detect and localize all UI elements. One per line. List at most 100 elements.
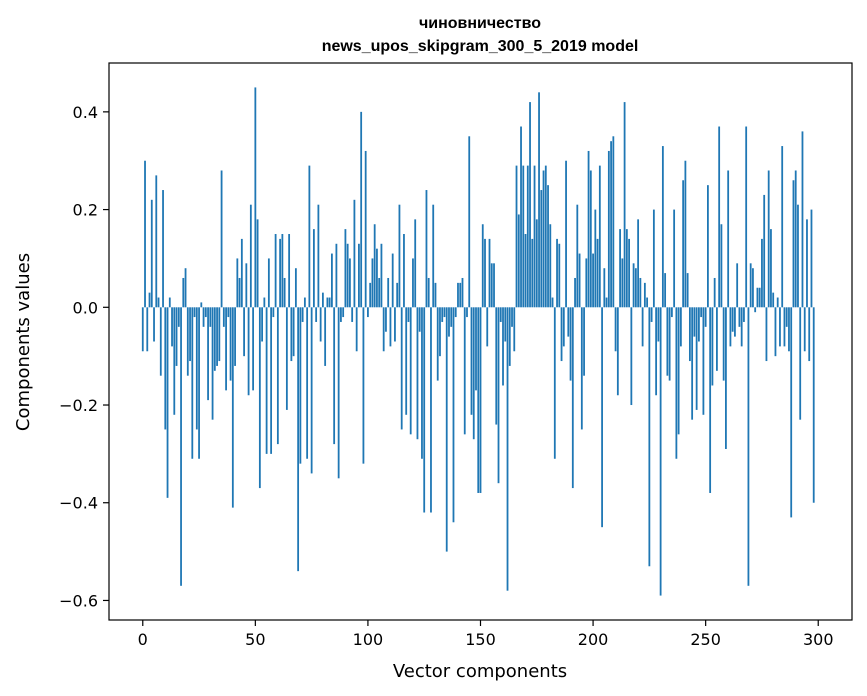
bar xyxy=(682,180,685,308)
bar xyxy=(198,307,200,459)
bar xyxy=(186,307,189,376)
bar xyxy=(740,307,743,347)
bar xyxy=(315,307,318,322)
bar xyxy=(360,111,363,308)
bar xyxy=(168,297,171,308)
bar xyxy=(596,238,599,308)
bar xyxy=(229,307,232,381)
bar xyxy=(486,307,489,347)
bar xyxy=(693,307,696,337)
bar xyxy=(670,307,673,318)
bar xyxy=(378,277,381,308)
bar xyxy=(729,307,732,347)
bar xyxy=(292,307,295,357)
bar xyxy=(301,307,304,322)
y-axis-ticks: −0.6 −0.4 −0.2 0.0 0.2 0.4 xyxy=(59,103,109,610)
bar xyxy=(567,307,570,337)
bar xyxy=(481,224,484,308)
bar xyxy=(308,165,311,308)
bar xyxy=(551,297,554,308)
bar xyxy=(303,297,306,308)
x-tick-label: 300 xyxy=(803,630,834,649)
bar xyxy=(756,287,759,308)
bar xyxy=(337,307,340,479)
bar xyxy=(790,307,793,518)
bar xyxy=(240,238,243,308)
bar xyxy=(738,307,741,327)
bar xyxy=(193,307,196,318)
bar xyxy=(432,204,435,308)
bar xyxy=(538,92,540,308)
bar xyxy=(668,307,671,381)
bar xyxy=(634,268,637,308)
bar xyxy=(799,307,802,420)
bar xyxy=(720,224,723,308)
bar xyxy=(752,268,754,308)
bar xyxy=(376,248,378,308)
bar xyxy=(418,307,421,332)
bar xyxy=(211,307,214,420)
bar xyxy=(643,282,646,308)
bar xyxy=(380,243,383,308)
bar xyxy=(515,165,518,308)
bar xyxy=(394,307,396,342)
bar xyxy=(430,307,432,513)
bar xyxy=(569,307,572,381)
chart-title: чиновничество xyxy=(419,15,541,32)
bar xyxy=(641,307,644,347)
bar xyxy=(736,263,739,308)
bar xyxy=(612,136,615,308)
bar xyxy=(673,209,676,308)
bar xyxy=(209,307,212,327)
bar xyxy=(558,243,561,308)
bar xyxy=(245,263,248,308)
bar xyxy=(734,307,736,337)
bar xyxy=(342,307,345,318)
x-tick-label: 150 xyxy=(465,630,496,649)
bar xyxy=(783,307,786,347)
bar xyxy=(632,263,635,308)
bar xyxy=(234,307,236,366)
bar xyxy=(391,253,394,308)
bar xyxy=(495,307,498,425)
bar xyxy=(513,307,516,352)
bar xyxy=(661,146,664,308)
bar xyxy=(141,307,144,352)
bar xyxy=(299,307,302,464)
bar xyxy=(272,307,275,318)
bar xyxy=(270,307,273,454)
bar xyxy=(326,297,329,308)
bar xyxy=(664,273,667,308)
bar xyxy=(468,136,471,308)
bar xyxy=(265,307,268,454)
bar xyxy=(189,307,191,362)
bar xyxy=(400,307,403,430)
bar xyxy=(758,287,761,308)
bar xyxy=(425,190,428,308)
bar xyxy=(220,170,223,308)
bar xyxy=(367,307,369,318)
bar xyxy=(421,307,423,459)
bar xyxy=(520,126,522,308)
bar xyxy=(263,297,266,308)
bar xyxy=(403,234,405,308)
bar xyxy=(529,102,531,308)
bar xyxy=(466,307,468,318)
bar xyxy=(371,258,374,308)
bar xyxy=(628,238,630,308)
bar xyxy=(324,307,327,366)
bar xyxy=(585,258,588,308)
bar xyxy=(517,214,520,308)
bar xyxy=(162,190,164,308)
bar xyxy=(713,277,716,308)
bar xyxy=(565,160,567,308)
bar xyxy=(722,307,725,381)
x-tick-label: 100 xyxy=(353,630,384,649)
bar xyxy=(549,224,552,308)
bar xyxy=(148,292,151,308)
bar xyxy=(605,297,608,308)
bar xyxy=(560,307,563,362)
bar xyxy=(346,243,349,308)
bar xyxy=(312,229,315,308)
bar xyxy=(797,204,799,308)
